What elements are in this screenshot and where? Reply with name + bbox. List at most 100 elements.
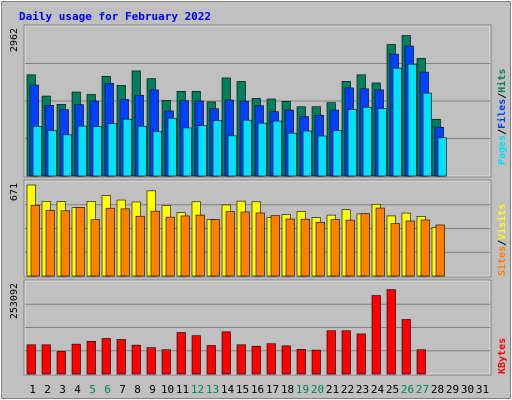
bar-sites-day-26 <box>405 220 415 277</box>
bar-sites-day-13 <box>210 219 220 277</box>
bar-sites-day-1 <box>30 204 40 277</box>
bar-kbytes-day-5 <box>86 340 96 375</box>
bar-pages-day-15 <box>242 119 252 177</box>
bar-kbytes-day-16 <box>251 345 261 375</box>
x-tick-label: 23 <box>356 383 369 396</box>
x-tick-label: 6 <box>104 383 111 396</box>
x-tick-label: 4 <box>74 383 81 396</box>
legend-item: / <box>497 93 508 99</box>
bar-pages-day-24 <box>377 108 387 177</box>
x-tick-label: 14 <box>221 383 235 396</box>
bar-sites-day-9 <box>150 210 160 277</box>
bar-pages-day-23 <box>362 106 372 177</box>
bar-sites-day-17 <box>270 215 280 277</box>
bar-kbytes-day-1 <box>26 344 36 375</box>
bar-kbytes-day-10 <box>161 349 171 375</box>
panel-border <box>23 24 492 178</box>
chart-title: Daily usage for February 2022 <box>19 10 211 23</box>
bar-kbytes-day-22 <box>341 330 351 375</box>
bar-kbytes-day-11 <box>176 332 186 375</box>
x-tick-label: 27 <box>416 383 429 396</box>
panel-hits-files-pages: 2962 <box>9 24 492 178</box>
bar-kbytes-day-14 <box>221 331 231 375</box>
bar-pages-day-4 <box>77 125 87 177</box>
x-tick-label: 11 <box>176 383 189 396</box>
bar-kbytes-day-24 <box>371 295 381 375</box>
bar-sites-day-22 <box>345 219 355 277</box>
legend-item: Files <box>496 99 508 129</box>
legend-item: Sites <box>496 246 508 276</box>
bar-sites-day-15 <box>240 211 250 277</box>
bar-pages-day-17 <box>272 120 282 177</box>
bar-pages-day-27 <box>422 92 432 177</box>
bar-pages-day-11 <box>182 127 192 177</box>
bar-pages-day-3 <box>62 134 72 177</box>
bar-sites-day-4 <box>75 207 85 277</box>
bar-kbytes-day-26 <box>401 319 411 375</box>
bar-kbytes-day-17 <box>266 343 276 375</box>
x-tick-label: 24 <box>371 383 385 396</box>
bar-sites-day-18 <box>285 218 295 277</box>
bar-pages-day-10 <box>167 117 177 177</box>
x-tick-label: 17 <box>266 383 279 396</box>
bar-kbytes-day-27 <box>416 349 426 375</box>
bar-sites-day-25 <box>390 223 400 277</box>
bar-pages-day-8 <box>137 125 147 177</box>
x-tick-label: 28 <box>431 383 444 396</box>
bar-pages-day-5 <box>92 126 102 177</box>
x-tick-label: 22 <box>341 383 354 396</box>
x-tick-label: 20 <box>311 383 324 396</box>
bar-kbytes-day-2 <box>41 344 51 375</box>
x-tick-label: 5 <box>89 383 96 396</box>
x-tick-label: 25 <box>386 383 399 396</box>
panel-kbytes: 253092 <box>9 279 492 376</box>
bar-pages-day-2 <box>47 130 57 177</box>
bar-sites-day-20 <box>315 221 325 277</box>
x-tick-label: 1 <box>29 383 36 396</box>
x-tick-label: 16 <box>251 383 264 396</box>
bar-sites-day-11 <box>180 215 190 277</box>
bar-pages-day-6 <box>107 123 117 177</box>
bar-pages-day-7 <box>122 118 132 177</box>
legend-item: / <box>497 129 508 135</box>
bar-sites-day-3 <box>60 210 70 277</box>
bar-pages-day-28 <box>437 137 447 177</box>
bar-pages-day-12 <box>197 125 207 177</box>
x-tick-label: 30 <box>461 383 474 396</box>
x-tick-label: 12 <box>191 383 204 396</box>
x-tick-label: 9 <box>149 383 156 396</box>
bar-kbytes-day-21 <box>326 330 336 375</box>
legend-item: / <box>497 240 508 246</box>
bar-sites-day-27 <box>420 219 430 277</box>
bar-sites-day-6 <box>105 207 115 277</box>
legend-kbytes: KBytes <box>497 338 508 374</box>
bar-sites-day-14 <box>225 211 235 277</box>
bar-pages-day-21 <box>332 130 342 177</box>
bar-kbytes-day-23 <box>356 333 366 375</box>
bar-pages-day-1 <box>32 126 42 177</box>
bar-kbytes-day-12 <box>191 335 201 375</box>
panel-border <box>23 179 492 278</box>
bar-sites-day-12 <box>195 214 205 277</box>
x-tick-label: 18 <box>281 383 294 396</box>
bar-pages-day-16 <box>257 122 267 177</box>
legend-sites-visits: Sites/Visits <box>496 204 508 276</box>
x-tick-label: 15 <box>236 383 249 396</box>
panel-border <box>23 279 492 376</box>
bar-pages-day-22 <box>347 109 357 177</box>
bar-kbytes-day-15 <box>236 344 246 375</box>
x-tick-label: 2 <box>44 383 51 396</box>
bar-pages-day-25 <box>392 67 402 177</box>
bar-pages-day-18 <box>287 132 297 177</box>
bar-kbytes-day-19 <box>296 349 306 375</box>
x-tick-label: 31 <box>476 383 489 396</box>
bar-kbytes-day-9 <box>146 347 156 375</box>
bar-sites-day-21 <box>330 219 340 277</box>
legend-pages-files-hits: Pages/Files/Hits <box>496 69 508 165</box>
bar-pages-day-14 <box>227 135 237 177</box>
bar-kbytes-day-7 <box>116 339 126 375</box>
x-tick-label: 19 <box>296 383 309 396</box>
